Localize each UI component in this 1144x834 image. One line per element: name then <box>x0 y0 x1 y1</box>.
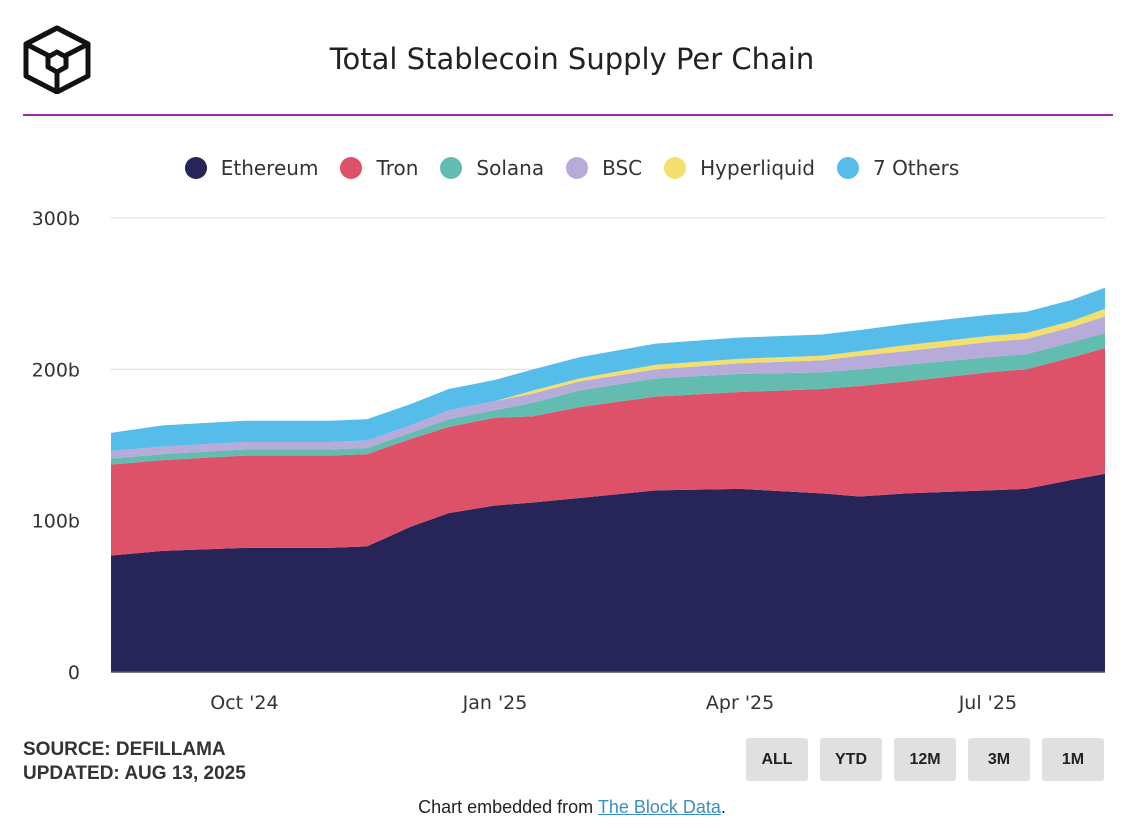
legend-item-others[interactable]: 7 Others <box>836 156 960 180</box>
range-button-all[interactable]: ALL <box>746 738 808 781</box>
range-button-3m[interactable]: 3M <box>968 738 1030 781</box>
legend-label-tron: Tron <box>376 156 419 180</box>
area-series-solana[interactable] <box>111 333 1105 465</box>
area-series-ethereum[interactable] <box>111 473 1105 672</box>
legend-label-ethereum: Ethereum <box>220 156 319 180</box>
area-series-7-others[interactable] <box>111 287 1105 452</box>
x-tick-label: Apr '25 <box>706 692 774 714</box>
legend-swatch-hyperliquid <box>664 157 687 179</box>
source-note: SOURCE: DEFILLAMA UPDATED: AUG 13, 2025 <box>23 738 246 786</box>
source-label: SOURCE: DEFILLAMA <box>23 739 226 760</box>
range-button-12m[interactable]: 12M <box>894 738 956 781</box>
legend-item-hyperliquid[interactable]: Hyperliquid <box>664 156 815 180</box>
y-tick-label: 300b <box>32 208 80 230</box>
y-tick-label: 0 <box>68 662 80 684</box>
stacked-area-chart[interactable]: 0 100b 200b 300b Oct '24 Jan '25 Apr '25 Jul '2… <box>0 190 1144 720</box>
legend-item-ethereum[interactable]: Ethereum <box>184 156 319 180</box>
chart-legend: Ethereum Tron Solana BSC Hyperliquid 7 O… <box>0 156 1144 180</box>
legend-label-hyperliquid: Hyperliquid <box>700 156 815 180</box>
updated-label: UPDATED: AUG 13, 2025 <box>23 763 246 784</box>
legend-label-others: 7 Others <box>872 156 960 180</box>
legend-swatch-tron <box>340 157 363 179</box>
legend-swatch-solana <box>440 157 463 179</box>
legend-item-solana[interactable]: Solana <box>440 156 544 180</box>
legend-swatch-bsc <box>566 157 589 179</box>
x-tick-label: Jan '25 <box>462 692 528 714</box>
embed-note: Chart embedded from The Block Data. <box>0 797 1144 818</box>
the-block-logo <box>23 25 91 94</box>
legend-swatch-others <box>836 157 859 179</box>
range-button-ytd[interactable]: YTD <box>820 738 882 781</box>
the-block-data-link[interactable]: The Block Data <box>597 797 721 817</box>
embed-suffix: . <box>720 797 726 817</box>
area-series-tron[interactable] <box>111 348 1105 556</box>
chart-title: Total Stablecoin Supply Per Chain <box>329 42 815 76</box>
x-tick-label: Oct '24 <box>210 692 278 714</box>
y-tick-label: 100b <box>32 511 80 533</box>
x-tick-label: Jul '25 <box>958 692 1017 714</box>
legend-swatch-ethereum <box>184 157 207 179</box>
legend-item-tron[interactable]: Tron <box>340 156 418 180</box>
legend-item-bsc[interactable]: BSC <box>566 156 642 180</box>
embed-prefix: Chart embedded from <box>418 797 598 817</box>
legend-label-solana: Solana <box>476 156 545 180</box>
legend-label-bsc: BSC <box>602 156 643 180</box>
area-series-bsc[interactable] <box>111 316 1105 459</box>
y-tick-label: 200b <box>32 359 80 381</box>
title-divider <box>23 114 1113 116</box>
range-button-group: ALL YTD 12M 3M 1M <box>746 738 1104 781</box>
range-button-1m[interactable]: 1M <box>1042 738 1104 781</box>
